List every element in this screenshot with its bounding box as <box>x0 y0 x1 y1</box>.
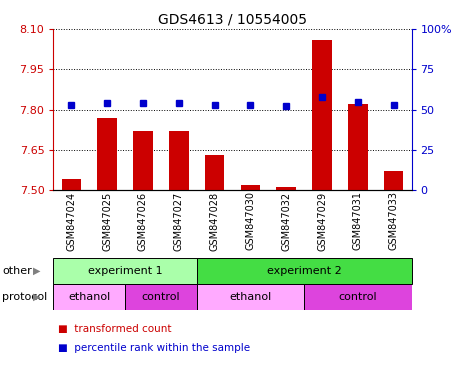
Bar <box>312 40 332 190</box>
Text: ethanol: ethanol <box>229 292 272 302</box>
Text: ■  transformed count: ■ transformed count <box>58 324 172 334</box>
Text: control: control <box>141 292 180 302</box>
Text: ▶: ▶ <box>33 266 40 276</box>
Bar <box>276 187 296 190</box>
Bar <box>169 131 189 190</box>
Text: other: other <box>2 266 32 276</box>
Bar <box>53 258 197 284</box>
Text: experiment 1: experiment 1 <box>88 266 162 276</box>
Text: ethanol: ethanol <box>68 292 110 302</box>
Bar <box>197 258 412 284</box>
Bar <box>97 118 117 190</box>
Bar <box>205 155 225 190</box>
Bar <box>348 104 368 190</box>
Text: ▶: ▶ <box>33 292 40 302</box>
Bar <box>304 284 412 310</box>
Bar <box>133 131 153 190</box>
Text: control: control <box>339 292 377 302</box>
Text: GDS4613 / 10554005: GDS4613 / 10554005 <box>158 13 307 26</box>
Bar <box>61 179 81 190</box>
Bar <box>384 171 404 190</box>
Bar <box>53 284 125 310</box>
Text: experiment 2: experiment 2 <box>267 266 341 276</box>
Bar <box>197 284 304 310</box>
Text: ■  percentile rank within the sample: ■ percentile rank within the sample <box>58 343 250 353</box>
Bar <box>240 185 260 190</box>
Bar <box>125 284 197 310</box>
Text: protocol: protocol <box>2 292 47 302</box>
